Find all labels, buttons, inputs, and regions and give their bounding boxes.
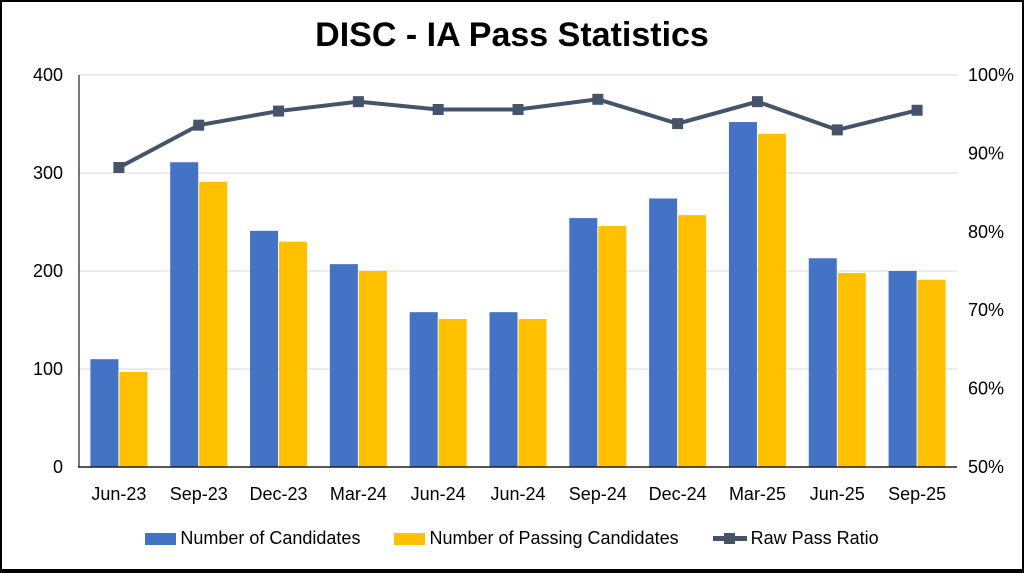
legend-line-marker: [723, 533, 735, 544]
x-axis-tick-label: Jun-25: [810, 484, 865, 504]
x-axis-tick-label: Sep-24: [569, 484, 627, 504]
pass-ratio-marker: [831, 124, 843, 136]
bar-passing-candidates: [757, 133, 786, 468]
legend: Number of Candidates Number of Passing C…: [2, 528, 1022, 549]
legend-label-candidates: Number of Candidates: [180, 528, 361, 548]
plot-area: 0 100 200 300 400 50% 60% 70% 80% 90% 100% Jun-23 Se…: [33, 65, 1014, 504]
legend-item-passing-candidates: Number of Passing Candidates: [394, 528, 679, 549]
x-axis-tick-label: Dec-23: [250, 484, 308, 504]
bar-candidates: [728, 122, 757, 467]
pass-ratio-marker: [751, 96, 763, 108]
pass-ratio-marker: [911, 104, 923, 116]
right-axis-tick-label: 60%: [968, 379, 1004, 399]
bar-candidates: [90, 359, 119, 467]
left-axis-tick-label: 400: [33, 65, 63, 85]
legend-label-pass-ratio: Raw Pass Ratio: [750, 528, 879, 548]
left-axis-tick-label: 100: [33, 359, 63, 379]
bar-passing-candidates: [438, 319, 467, 467]
left-axis-tick-label: 200: [33, 261, 63, 281]
legend-line-swatch-icon: [712, 533, 747, 544]
x-axis-tick-label: Mar-24: [330, 484, 387, 504]
bar-passing-candidates: [678, 215, 707, 467]
bar-passing-candidates: [119, 371, 148, 467]
left-axis-tick-label: 0: [53, 457, 63, 477]
right-axis-tick-label: 90%: [968, 143, 1004, 163]
bar-candidates: [250, 230, 279, 467]
chart-title: DISC - IA Pass Statistics: [315, 16, 709, 54]
left-axis-tick-label: 300: [33, 163, 63, 183]
bar-candidates: [170, 162, 199, 467]
bar-candidates: [329, 264, 358, 467]
pass-ratio-marker: [672, 118, 684, 130]
bar-candidates: [808, 258, 837, 467]
bar-candidates: [888, 271, 917, 467]
x-axis-tick-label: Mar-25: [729, 484, 786, 504]
bar-passing-candidates: [199, 181, 228, 467]
legend-label-passing-candidates: Number of Passing Candidates: [429, 528, 679, 548]
bar-passing-candidates: [917, 279, 946, 467]
x-axis-tick-label: Jun-23: [91, 484, 146, 504]
pass-ratio-marker: [512, 103, 524, 115]
pass-ratio-marker: [352, 96, 364, 108]
bar-passing-candidates: [837, 272, 866, 467]
legend-item-pass-ratio: Raw Pass Ratio: [712, 528, 879, 549]
bar-passing-candidates: [358, 271, 387, 467]
bar-candidates: [409, 312, 438, 467]
legend-swatch-candidates: [145, 532, 177, 545]
pass-ratio-marker: [592, 93, 604, 105]
right-axis-tick-label: 70%: [968, 300, 1004, 320]
x-axis-tick-label: Dec-24: [649, 484, 707, 504]
right-axis-tick-label: 80%: [968, 222, 1004, 242]
bar-candidates: [569, 218, 598, 467]
bar-passing-candidates: [279, 241, 308, 467]
pass-ratio-marker: [193, 119, 205, 131]
right-axis-tick-label: 50%: [968, 457, 1004, 477]
legend-swatch-passing-candidates: [394, 532, 426, 545]
legend-item-candidates: Number of Candidates: [145, 528, 360, 549]
x-axis-tick-label: Jun-24: [490, 484, 545, 504]
bar-passing-candidates: [518, 319, 547, 467]
pass-ratio-marker: [432, 103, 444, 115]
pass-ratio-marker: [273, 105, 285, 117]
pass-ratio-marker: [113, 162, 125, 174]
x-axis-tick-label: Jun-24: [411, 484, 466, 504]
right-axis-tick-label: 100%: [968, 65, 1014, 85]
x-axis-tick-label: Sep-23: [170, 484, 228, 504]
bar-passing-candidates: [598, 225, 627, 467]
x-axis-tick-label: Sep-25: [888, 484, 946, 504]
bar-candidates: [489, 312, 518, 467]
bar-candidates: [649, 198, 678, 468]
